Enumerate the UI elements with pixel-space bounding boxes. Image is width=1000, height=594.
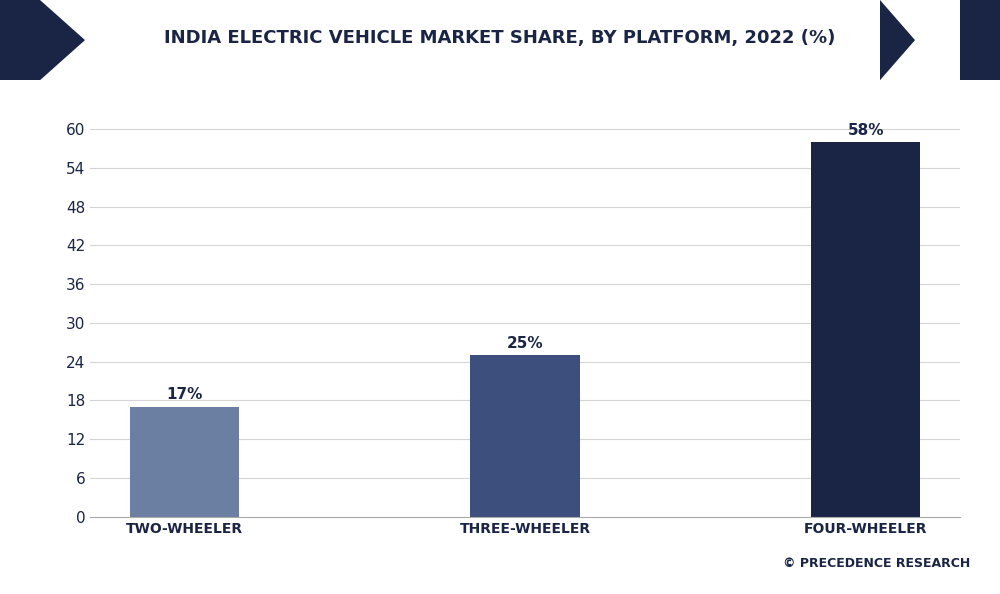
Polygon shape [0,0,120,80]
Text: 17%: 17% [166,387,202,402]
Text: 58%: 58% [848,122,884,138]
Text: INDIA ELECTRIC VEHICLE MARKET SHARE, BY PLATFORM, 2022 (%): INDIA ELECTRIC VEHICLE MARKET SHARE, BY … [164,30,836,48]
Text: 25%: 25% [507,336,543,350]
Polygon shape [880,0,960,80]
Bar [130,407,239,517]
Polygon shape [880,0,1000,80]
Text: © PRECEDENCE RESEARCH: © PRECEDENCE RESEARCH [783,557,970,570]
Bar [470,355,580,517]
Bar [811,142,920,517]
Polygon shape [40,0,120,80]
